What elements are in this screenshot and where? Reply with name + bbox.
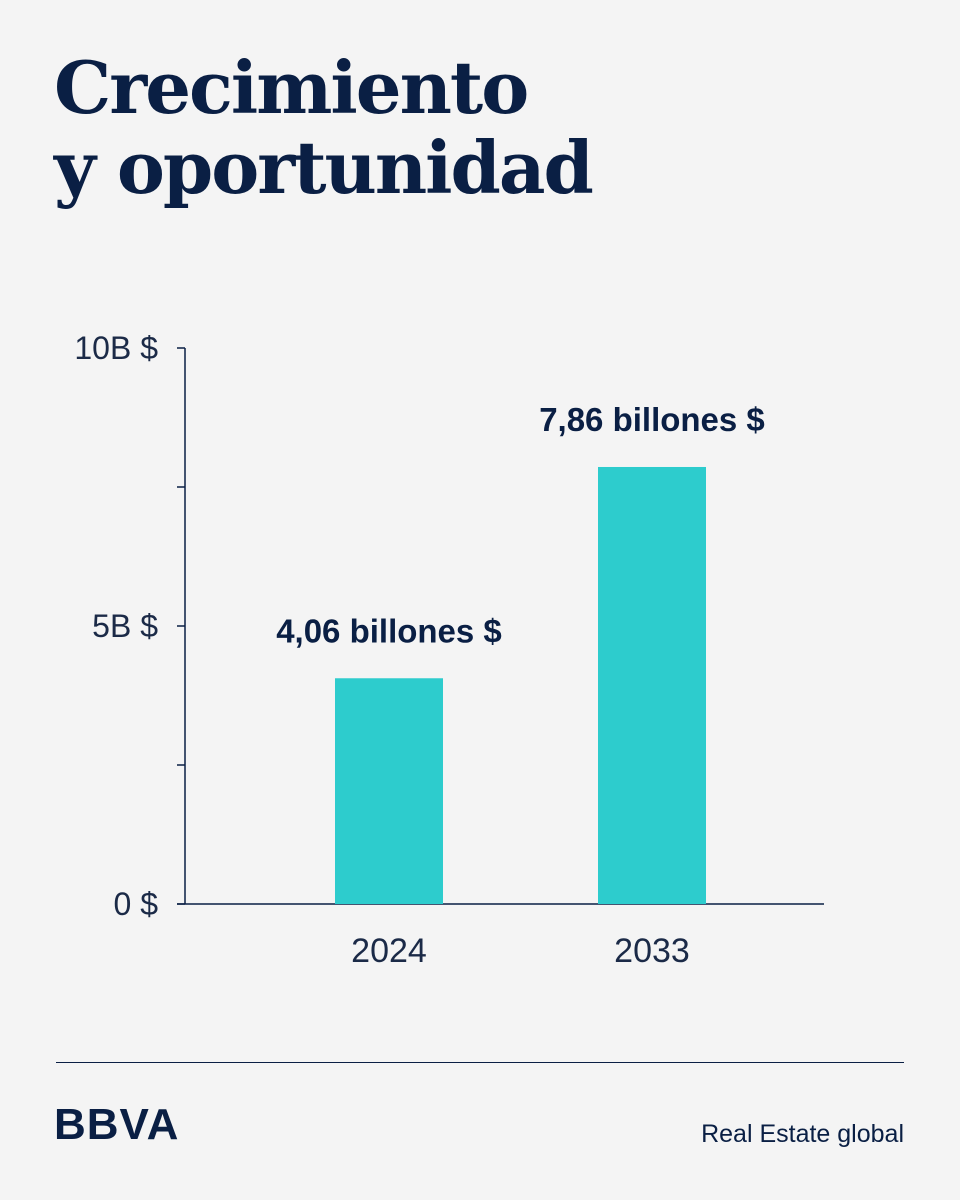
footer-divider [56, 1062, 904, 1063]
data-label-2033: 7,86 billones $ [539, 401, 765, 438]
bar-2024 [335, 678, 443, 904]
x-tick-label-2033: 2033 [614, 932, 690, 970]
bar-2033 [598, 466, 706, 904]
y-tick-label-1: 5B $ [92, 608, 158, 644]
title-line-1: Crecimiento [54, 45, 529, 130]
y-tick-label-0: 0 $ [114, 886, 159, 922]
y-tick-label-2: 10B $ [74, 330, 158, 366]
bar-chart: 0 $ 5B $ 10B $ 2024 4,06 billones $ 2033 7,86 … [74, 330, 824, 970]
footer-tagline: Real Estate global [701, 1120, 904, 1148]
page-title: Crecimiento y oportunidad [54, 45, 594, 210]
x-tick-label-2024: 2024 [351, 932, 427, 970]
title-line-2: y oportunidad [54, 125, 594, 210]
bbva-logo: BBVA [54, 1100, 180, 1149]
data-label-2024: 4,06 billones $ [276, 612, 502, 649]
